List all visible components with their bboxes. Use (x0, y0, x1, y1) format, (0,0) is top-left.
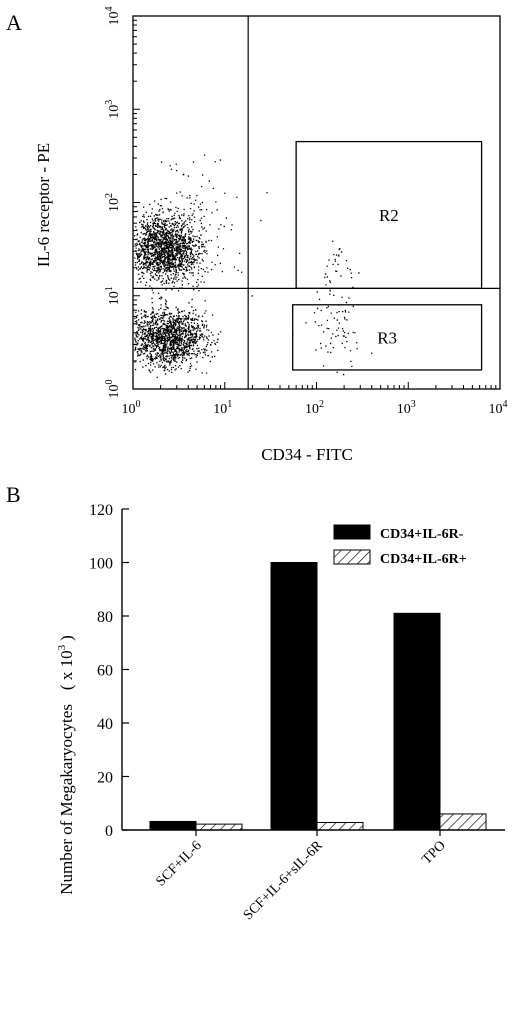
y-tick-label-b: 0 (105, 823, 113, 840)
x-tick-base: 10 (122, 402, 136, 417)
y-tick-label-b: 60 (97, 663, 113, 680)
y-axis-unit: ( x 10 (57, 650, 76, 690)
x-tick-base: 10 (397, 402, 411, 417)
x-axis-title-a: CD34 - FITC (261, 445, 353, 464)
category-label: SCF+IL-6 (153, 838, 204, 889)
x-tick-label: 103 (397, 399, 416, 417)
gates: R2 R3 (292, 140, 483, 371)
y-tick-base: 10 (107, 198, 122, 212)
panel-letter-b: B (6, 482, 21, 507)
bar-il6r-pos (439, 813, 487, 831)
bar-il6r-pos (316, 822, 364, 831)
quadrant-lines (133, 16, 500, 389)
y-axis-title-a: IL-6 receptor - PE (34, 143, 53, 267)
y-tick-label-b: 40 (97, 716, 113, 733)
x-tick-label: 100 (122, 399, 141, 417)
y-axis-title-b-text: Number of Megakaryocytes (57, 704, 76, 895)
y-tick-label-b: 120 (89, 502, 113, 519)
y-tick-label-b: 20 (97, 770, 113, 787)
panel-b-bar-chart: 0 20 40 60 80 100 120 SCF+IL-6 SCF+IL-6+sIL-6R T… (89, 502, 505, 923)
bar-il6r-neg (393, 612, 441, 831)
y-tick-label: 100 (104, 380, 122, 399)
y-tick-exponent: 2 (104, 193, 115, 198)
dot-plot-frame (132, 15, 501, 390)
x-tick-base: 10 (213, 402, 227, 417)
bars (149, 562, 487, 831)
x-tick-exponent: 0 (136, 399, 141, 410)
y-tick-base: 10 (107, 385, 122, 399)
y-axis-unit-exponent: 3 (56, 644, 68, 650)
y-tick-label: 101 (104, 286, 122, 305)
y-tick-base: 10 (107, 105, 122, 119)
x-tick-exponent: 1 (227, 399, 232, 410)
event-dots (134, 154, 373, 378)
y-tick-exponent: 4 (104, 7, 115, 12)
x-tick-exponent: 2 (319, 399, 324, 410)
y-tick-label-b: 100 (89, 556, 113, 573)
x-tick-label: 102 (305, 399, 324, 417)
bar-il6r-neg (149, 820, 197, 831)
y-tick-base: 10 (107, 12, 122, 26)
gate-label-r2: R2 (379, 206, 399, 225)
y-tick-label: 102 (104, 193, 122, 212)
x-tick-label: 104 (489, 399, 508, 417)
y-axis-title-b: Number of Megakaryocytes ( x 103) (56, 635, 76, 895)
legend: CD34+IL-6R- CD34+IL-6R+ (333, 524, 467, 567)
category-label: TPO (420, 838, 449, 867)
category-labels: SCF+IL-6 SCF+IL-6+sIL-6R TPO (153, 838, 448, 923)
legend-swatch (333, 549, 371, 565)
y-tick-exponent: 0 (104, 380, 115, 385)
category-label: SCF+IL-6+sIL-6R (241, 838, 326, 923)
y-tick-base: 10 (107, 291, 122, 305)
gate-r2 (295, 140, 483, 290)
dot-plot-events (134, 154, 373, 378)
legend-label: CD34+IL-6R+ (380, 552, 467, 567)
legend-label: CD34+IL-6R- (380, 527, 464, 542)
gate-label-r3: R3 (377, 328, 397, 347)
legend-swatch (333, 524, 371, 540)
x-tick-exponent: 3 (411, 399, 416, 410)
bar-il6r-pos (195, 823, 243, 831)
y-tick-label: 103 (104, 100, 122, 119)
y-tick-exponent: 1 (104, 286, 115, 291)
x-tick-exponent: 4 (503, 399, 508, 410)
bar-axes: 0 20 40 60 80 100 120 (89, 502, 505, 840)
gate-r3 (292, 304, 483, 371)
y-tick-label: 104 (104, 7, 122, 26)
x-tick-base: 10 (489, 402, 503, 417)
y-tick-label-b: 80 (97, 609, 113, 626)
y-axis-unit-close: ) (57, 635, 76, 641)
panel-letter-a: A (6, 10, 22, 35)
y-tick-exponent: 3 (104, 100, 115, 105)
x-tick-label: 101 (213, 399, 232, 417)
bar-il6r-neg (270, 562, 318, 831)
x-tick-base: 10 (305, 402, 319, 417)
